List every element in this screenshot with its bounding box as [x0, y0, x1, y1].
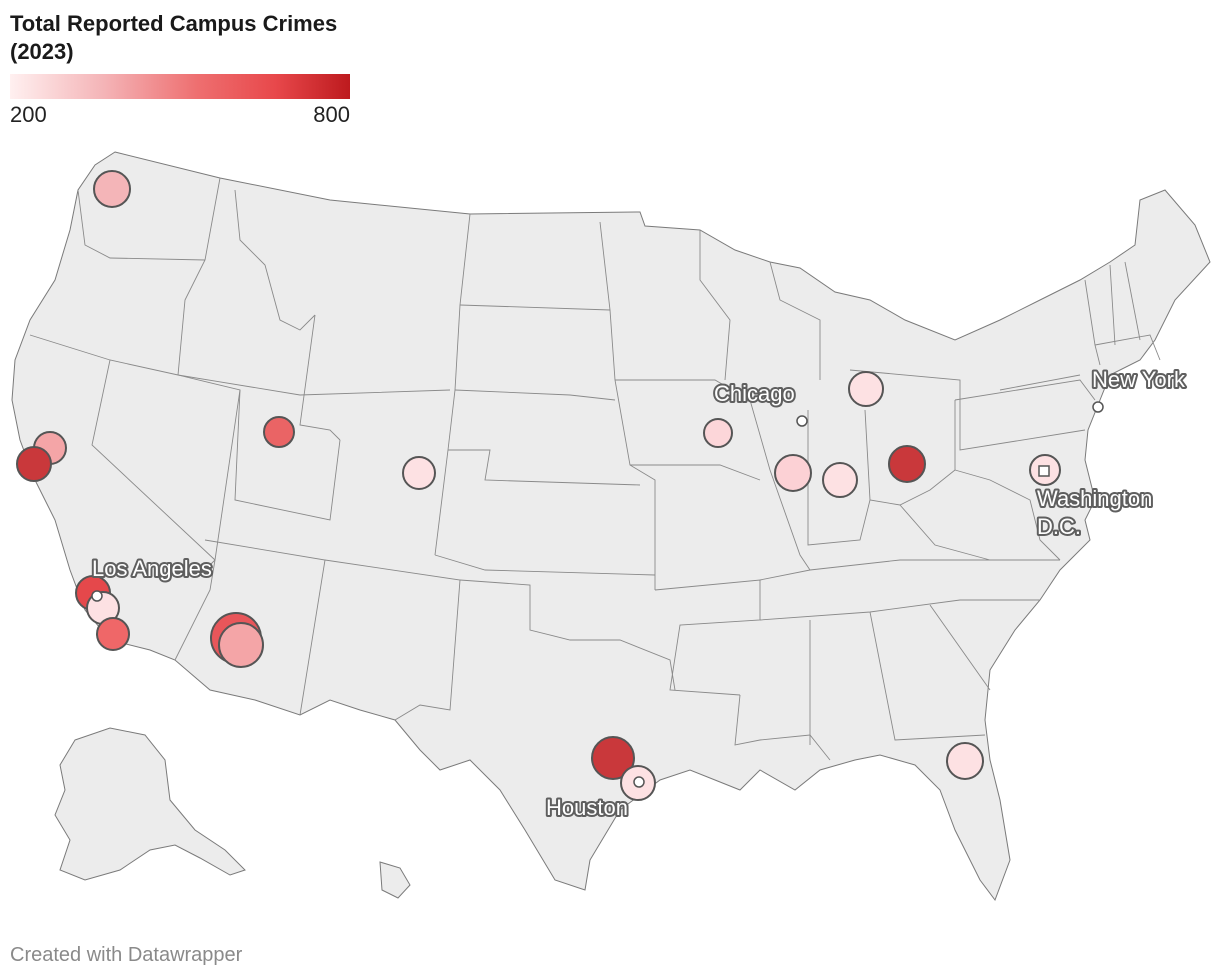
marker-ohio[interactable]	[888, 445, 926, 483]
credit-text: Created with Datawrapper	[10, 944, 243, 966]
contiguous-us-shape	[11, 151, 1211, 902]
marker-texas-austin[interactable]	[591, 736, 635, 780]
marker-colorado[interactable]	[402, 456, 436, 490]
marker-illinois[interactable]	[774, 454, 812, 492]
label-houston: Houston	[546, 795, 628, 820]
label-chicago: Chicago	[714, 381, 795, 406]
legend-max-label: 800	[313, 102, 350, 127]
alaska-shape	[54, 727, 246, 881]
state-borders	[29, 177, 1161, 761]
houston-dot	[633, 776, 645, 788]
marker-bay-area-2[interactable]	[16, 446, 52, 482]
label-los-angeles: Los Angeles	[92, 556, 212, 581]
marker-michigan[interactable]	[848, 371, 884, 407]
city-labels: Chicago New York Washington D.C. Los Ange…	[90, 365, 1188, 822]
label-new-york: New York	[1092, 367, 1186, 392]
marker-washington-state[interactable]	[93, 170, 131, 208]
hawaii-shape	[379, 861, 411, 899]
marker-san-diego[interactable]	[96, 617, 130, 651]
legend-color-scale	[10, 74, 350, 99]
chicago-dot	[796, 415, 808, 427]
marker-iowa[interactable]	[703, 418, 733, 448]
marker-florida[interactable]	[946, 742, 984, 780]
land-group	[11, 151, 1211, 902]
label-washington-dc: Washington D.C.	[1037, 486, 1152, 539]
marker-arizona-2[interactable]	[218, 622, 264, 668]
washington-square	[1038, 465, 1050, 477]
marker-indiana[interactable]	[822, 462, 858, 498]
legend-title: Total Reported Campus Crimes (2023)	[10, 11, 338, 64]
los-angeles-dot	[91, 590, 103, 602]
city-markers	[91, 401, 1104, 788]
marker-utah[interactable]	[263, 416, 295, 448]
new-york-dot	[1092, 401, 1104, 413]
legend-min-label: 200	[10, 102, 47, 127]
